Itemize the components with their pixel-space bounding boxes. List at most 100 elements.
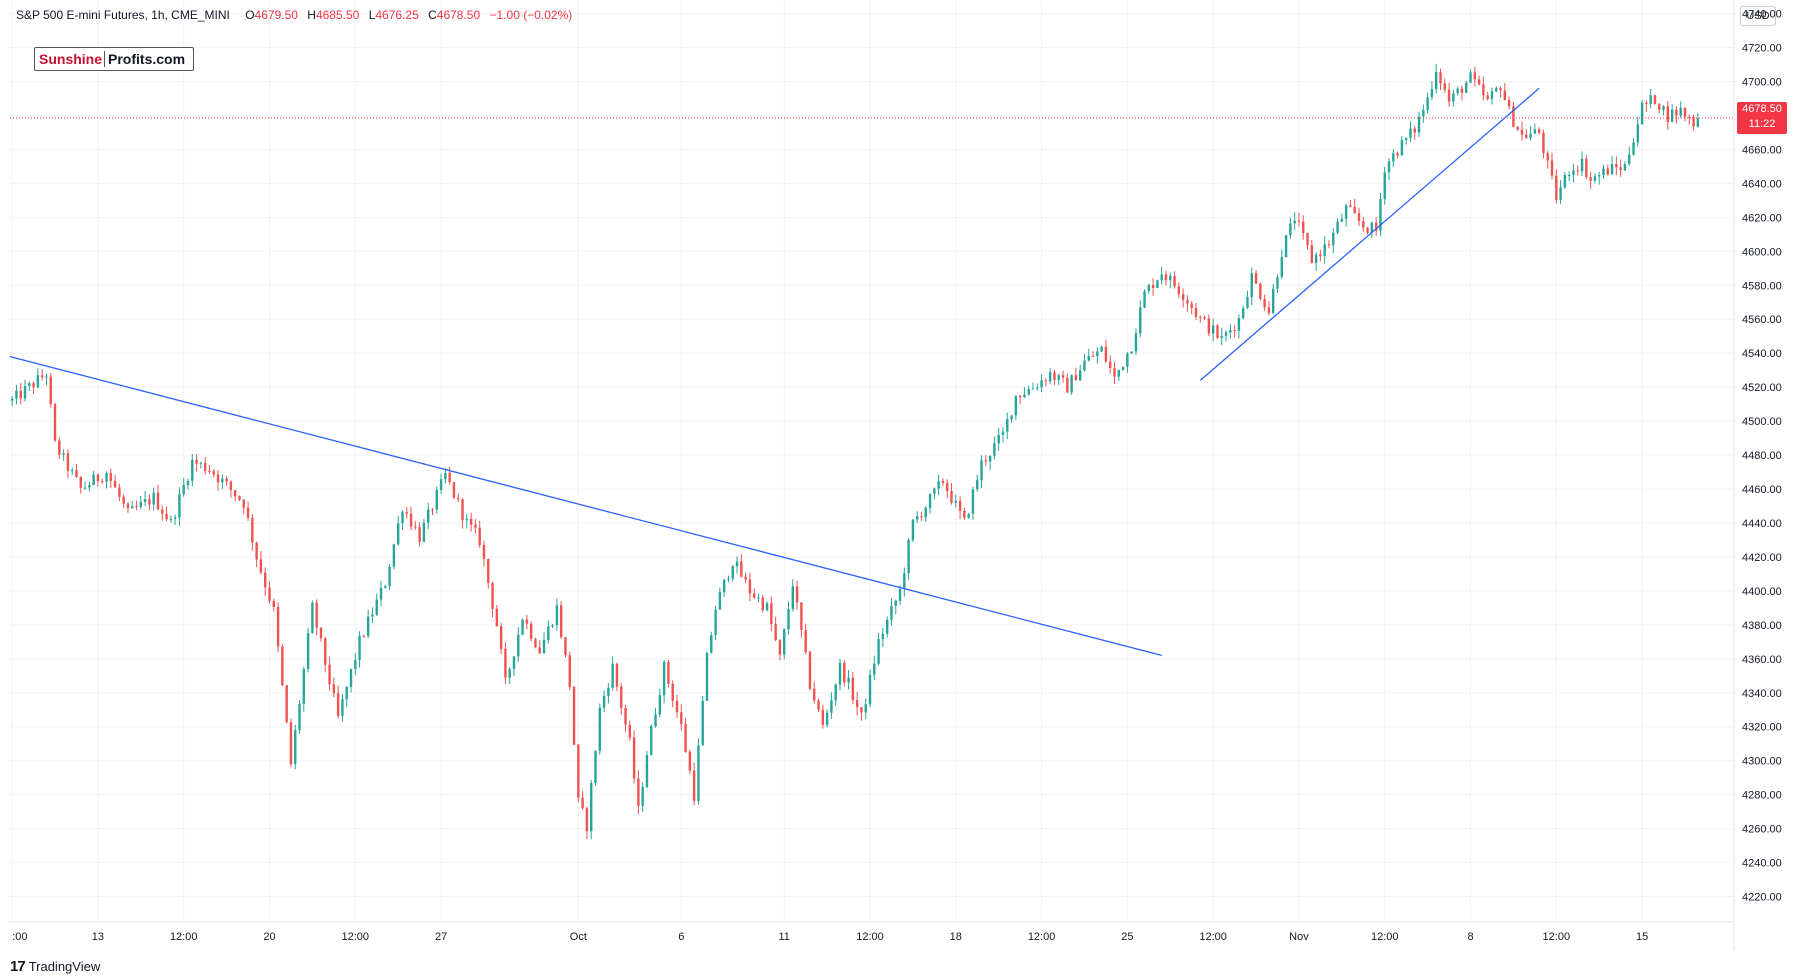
price-tick-label: 4420.00 — [1742, 552, 1782, 564]
candle-body — [1675, 109, 1678, 116]
candle-body — [1254, 273, 1258, 284]
candle-body — [671, 683, 674, 702]
currency-button[interactable]: USD — [1740, 6, 1776, 26]
candle-body — [765, 603, 769, 611]
candle-body — [718, 592, 722, 610]
candle-body — [692, 770, 696, 802]
trendlines[interactable] — [9, 87, 1540, 657]
price-tick-label: 4300.00 — [1742, 756, 1782, 768]
price-tick-label: 4380.00 — [1742, 620, 1782, 632]
symbol-legend: S&P 500 E-mini Futures, 1h, CME_MINI O46… — [16, 8, 572, 22]
candle-body — [1585, 158, 1588, 178]
candle-body — [980, 460, 983, 481]
candle-body — [246, 507, 250, 518]
candle-body — [1027, 388, 1030, 395]
symbol-title[interactable]: S&P 500 E-mini Futures, 1h, CME_MINI — [16, 8, 230, 22]
time-tick-label: 12:00 — [1199, 931, 1227, 943]
candle-body — [1340, 218, 1344, 222]
candle-body — [1370, 222, 1374, 233]
candle-body — [632, 737, 636, 779]
candle-body — [113, 480, 117, 488]
candle-body — [264, 572, 267, 588]
candlestick-series — [10, 63, 1700, 840]
candle-body — [444, 472, 447, 480]
candle-body — [1512, 106, 1515, 127]
candle-body — [49, 376, 52, 405]
candle-body — [311, 602, 314, 634]
candle-body — [1194, 307, 1198, 317]
candle-body — [53, 404, 57, 441]
candle-body — [482, 544, 486, 559]
candle-body — [1649, 95, 1652, 104]
price-axis[interactable]: 4220.00 4240.00 4260.00 4280.00 4300.00 4320.… — [1742, 9, 1782, 904]
trendline[interactable] — [9, 355, 1162, 657]
candle-body — [15, 390, 18, 399]
candle-body — [1169, 275, 1172, 281]
candle-body — [740, 561, 743, 577]
time-tick-label: 27 — [435, 931, 447, 943]
candle-body — [1241, 307, 1245, 319]
time-tick-label: 6 — [678, 931, 684, 943]
candle-body — [1430, 88, 1434, 98]
candle-body — [744, 576, 747, 580]
candle-body — [83, 487, 87, 489]
candle-body — [1503, 90, 1507, 101]
candle-body — [199, 462, 203, 464]
candle-body — [461, 499, 464, 521]
time-axis[interactable]: :00 13 12:00 20 12:00 27 Oct 6 11 12:00 18 12:00 25 1… — [12, 931, 1648, 943]
candle-body — [1572, 170, 1575, 175]
candle-body — [1383, 172, 1386, 199]
candle-body — [1387, 161, 1391, 173]
candle-body — [958, 500, 962, 511]
candle-body — [1070, 375, 1073, 393]
candle-body — [465, 518, 469, 521]
candle-body — [109, 473, 112, 481]
candle-body — [328, 664, 331, 685]
high-label: H — [307, 8, 316, 22]
time-tick-label: 25 — [1121, 931, 1133, 943]
price-tick-label: 4280.00 — [1742, 790, 1782, 802]
price-tick-label: 4620.00 — [1742, 212, 1782, 224]
candle-body — [1653, 95, 1657, 105]
candle-body — [915, 516, 919, 520]
trendline[interactable] — [1199, 87, 1540, 381]
candle-body — [512, 656, 516, 669]
candle-body — [156, 492, 160, 510]
candle-body — [208, 470, 211, 472]
candle-body — [984, 460, 988, 462]
candle-body — [1053, 372, 1056, 381]
candle-body — [572, 686, 576, 745]
candle-body — [855, 700, 859, 708]
candle-body — [1246, 297, 1249, 308]
candle-body — [1109, 361, 1112, 369]
candle-body — [778, 640, 782, 655]
candle-body — [1280, 257, 1283, 277]
candle-body — [203, 462, 207, 471]
candle-body — [898, 589, 902, 601]
low-value: 4676.25 — [375, 8, 419, 22]
candle-body — [1336, 221, 1339, 233]
candle-body — [1525, 134, 1528, 138]
candle-body — [1156, 280, 1159, 288]
candle-body — [422, 522, 426, 542]
tradingview-brand[interactable]: 17 TradingView — [10, 958, 100, 975]
price-tick-label: 4320.00 — [1742, 722, 1782, 734]
candle-body — [371, 614, 374, 617]
chart-grid — [10, 0, 1734, 922]
candle-body — [1374, 222, 1378, 231]
candle-body — [195, 459, 198, 464]
candle-body — [1447, 89, 1451, 102]
candle-body — [1151, 285, 1155, 288]
candle-body — [1018, 395, 1022, 398]
price-tick-label: 4480.00 — [1742, 450, 1782, 462]
candle-body — [401, 512, 404, 524]
candle-body — [615, 663, 619, 687]
candle-body — [452, 482, 456, 498]
candle-body — [877, 639, 880, 664]
candle-body — [491, 582, 494, 609]
candle-body — [834, 684, 837, 701]
price-tick-label: 4400.00 — [1742, 586, 1782, 598]
candle-body — [795, 586, 799, 603]
candle-body — [710, 635, 713, 653]
